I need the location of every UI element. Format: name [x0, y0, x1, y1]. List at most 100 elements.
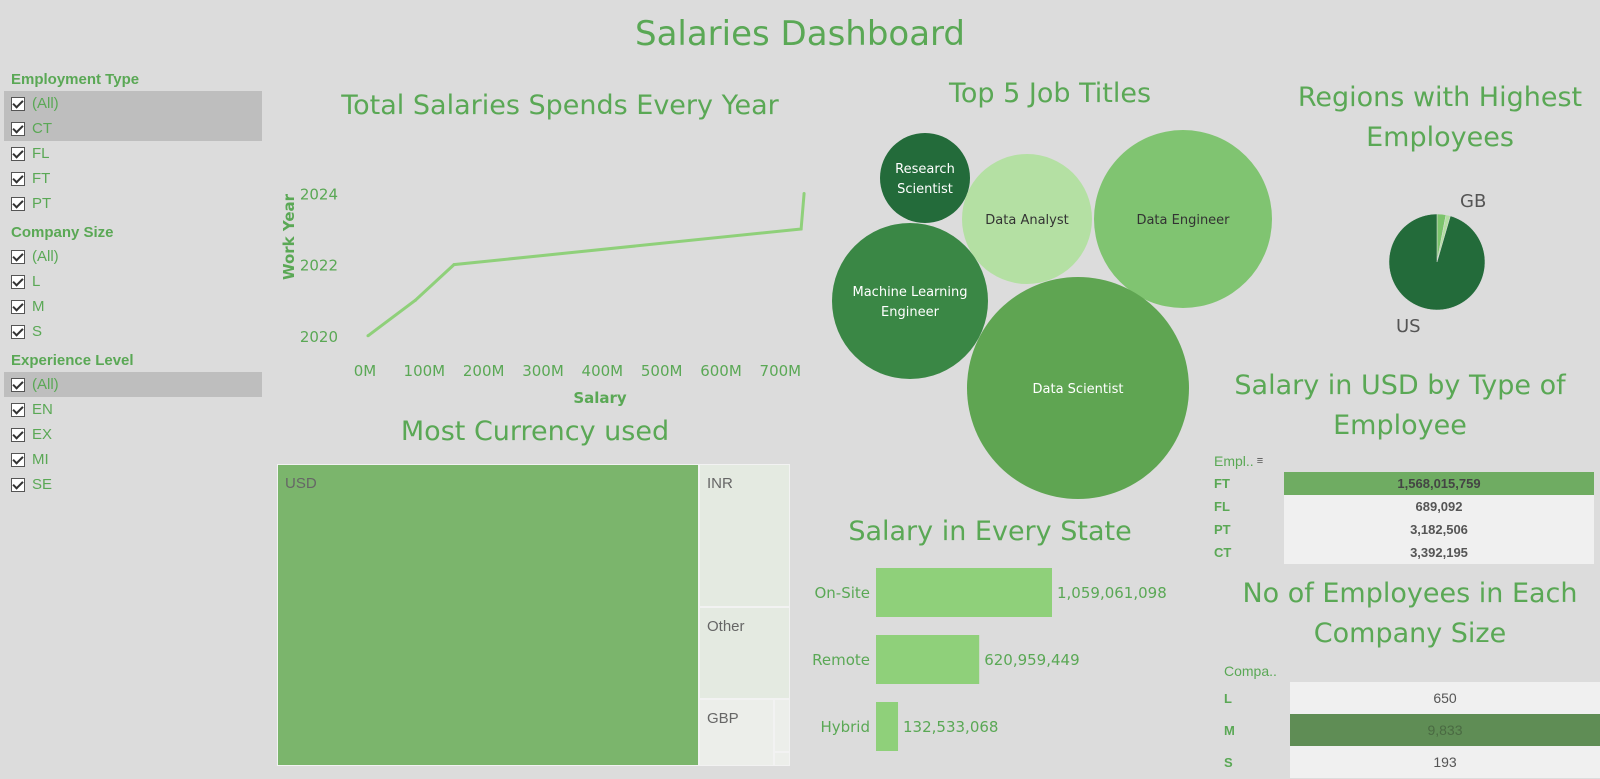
filter-item[interactable]: (All)	[4, 244, 262, 269]
pie-chart: GB US	[1388, 191, 1486, 337]
table-row-label: FL	[1214, 499, 1230, 514]
table-header[interactable]: Empl.. ≡	[1208, 450, 1594, 472]
table-row[interactable]: CT 3,392,195	[1208, 540, 1594, 565]
filter-item[interactable]: EX	[4, 422, 262, 447]
x-tick-label: 700M	[760, 362, 802, 380]
filter-item-label: S	[32, 323, 43, 340]
checkbox-icon[interactable]	[11, 146, 25, 161]
line-point[interactable]	[366, 334, 370, 338]
sort-icon[interactable]: ≡	[1256, 455, 1264, 467]
filter-item[interactable]: S	[4, 319, 262, 344]
bubble[interactable]	[832, 223, 988, 379]
x-tick-label: 0M	[354, 362, 377, 380]
filter-item[interactable]: M	[4, 294, 262, 319]
line-point[interactable]	[799, 227, 803, 231]
table-row[interactable]: FT 1,568,015,759	[1208, 471, 1594, 496]
line-point[interactable]	[413, 298, 417, 302]
salary-type-title: Salary in USD by Type of Employee	[1234, 370, 1566, 441]
table-header[interactable]: Compa..	[1218, 660, 1600, 682]
bar[interactable]	[876, 702, 899, 751]
treemap: USD INR Other GBP	[277, 464, 790, 766]
x-axis-label: Salary	[573, 389, 627, 407]
pie-slice[interactable]	[1388, 213, 1486, 311]
filter-item[interactable]: (All)	[4, 372, 262, 397]
bar-value-label: 132,533,068	[903, 718, 998, 736]
line-chart: 2020 2022 2024 0M 100M 200M 300M 400M 500M 600M 70…	[280, 185, 806, 407]
bubble[interactable]	[880, 133, 970, 223]
table-row[interactable]: L 650	[1218, 681, 1600, 715]
company-size-title: No of Employees in Each Company Size	[1242, 578, 1578, 649]
bubble-label: Data Engineer	[1136, 213, 1230, 228]
table-row[interactable]: FL 689,092	[1208, 494, 1594, 519]
filter-item-label: PT	[32, 195, 52, 212]
table-row[interactable]: M 9,833	[1218, 713, 1600, 747]
checkbox-icon[interactable]	[11, 121, 25, 136]
filter-item-label: L	[32, 273, 41, 290]
treemap-cell-small[interactable]	[774, 699, 790, 752]
checkbox-icon[interactable]	[11, 274, 25, 289]
filter-title: Company Size	[11, 224, 114, 241]
treemap-cell[interactable]: Other	[699, 607, 790, 699]
filter-item[interactable]: L	[4, 269, 262, 294]
table-row[interactable]: PT 3,182,506	[1208, 517, 1594, 542]
bar-category-label: Hybrid	[820, 718, 870, 736]
y-tick-label: 2024	[300, 185, 338, 203]
filter-item[interactable]: SE	[4, 472, 262, 497]
checkbox-icon[interactable]	[11, 402, 25, 417]
checkbox-icon[interactable]	[11, 196, 25, 211]
bubble-label: Data Scientist	[1033, 382, 1124, 397]
bubble[interactable]	[967, 277, 1189, 499]
treemap-title: Most Currency used	[400, 416, 670, 447]
treemap-cell-small[interactable]	[774, 752, 790, 766]
checkbox-icon[interactable]	[11, 96, 25, 111]
filter-item[interactable]: FT	[4, 166, 262, 191]
bubble-chart: Research Scientist Data Analyst Data Engine…	[832, 130, 1272, 499]
line-point[interactable]	[802, 191, 806, 195]
filter-item[interactable]: CT	[4, 116, 262, 141]
bubble[interactable]	[962, 154, 1092, 284]
checkbox-icon[interactable]	[11, 377, 25, 392]
treemap-cell[interactable]: USD	[277, 464, 699, 766]
line-point[interactable]	[452, 263, 456, 267]
treemap-cell[interactable]: INR	[699, 464, 790, 607]
x-tick-label: 200M	[463, 362, 505, 380]
company-size-table: Compa.. L 650 M 9,833 S 193	[1218, 660, 1600, 779]
checkbox-icon[interactable]	[11, 452, 25, 467]
series-line[interactable]	[367, 193, 806, 337]
table-header-label: Empl..	[1214, 453, 1254, 469]
x-tick-label: 600M	[700, 362, 742, 380]
filter-item[interactable]: EN	[4, 397, 262, 422]
bubble[interactable]	[1094, 130, 1272, 308]
bar-chart-title: Salary in Every State	[848, 516, 1132, 547]
dashboard-title: Salaries Dashboard	[634, 14, 966, 54]
filter-title: Experience Level	[11, 352, 134, 369]
bubble-label: Machine Learning Engineer	[853, 285, 968, 320]
filter-item[interactable]: FL	[4, 141, 262, 166]
checkbox-icon[interactable]	[11, 427, 25, 442]
x-tick-label: 300M	[522, 362, 564, 380]
bubble-chart-title: Top 5 Job Titles	[948, 78, 1152, 109]
bar-chart: On-Site 1,059,061,098 Remote 620,959,449 Hyb…	[812, 568, 1167, 751]
treemap-cell[interactable]: GBP	[699, 699, 774, 766]
filter-item-label: (All)	[32, 376, 59, 393]
table-cell: 193	[1290, 745, 1600, 779]
checkbox-icon[interactable]	[11, 171, 25, 186]
checkbox-icon[interactable]	[11, 299, 25, 314]
checkbox-icon[interactable]	[11, 477, 25, 492]
bar-category-label: Remote	[812, 651, 870, 669]
bar[interactable]	[876, 568, 1052, 617]
salary-type-table: Empl.. ≡ FT 1,568,015,759 FL 689,092 PT 3,182,5…	[1208, 450, 1594, 565]
filter-item[interactable]: PT	[4, 191, 262, 216]
table-row-label: CT	[1214, 545, 1232, 560]
filter-item-label: M	[32, 298, 45, 315]
filter-item-label: CT	[32, 120, 52, 137]
filter-item[interactable]: (All)	[4, 91, 262, 116]
x-tick-label: 400M	[582, 362, 624, 380]
checkbox-icon[interactable]	[11, 249, 25, 264]
checkbox-icon[interactable]	[11, 324, 25, 339]
filter-item-label: (All)	[32, 95, 59, 112]
filter-item[interactable]: MI	[4, 447, 262, 472]
filter-panel: Employment Type (All) CT FL FT PT Company Size…	[4, 68, 262, 497]
table-row[interactable]: S 193	[1218, 745, 1600, 779]
bar[interactable]	[876, 635, 980, 684]
